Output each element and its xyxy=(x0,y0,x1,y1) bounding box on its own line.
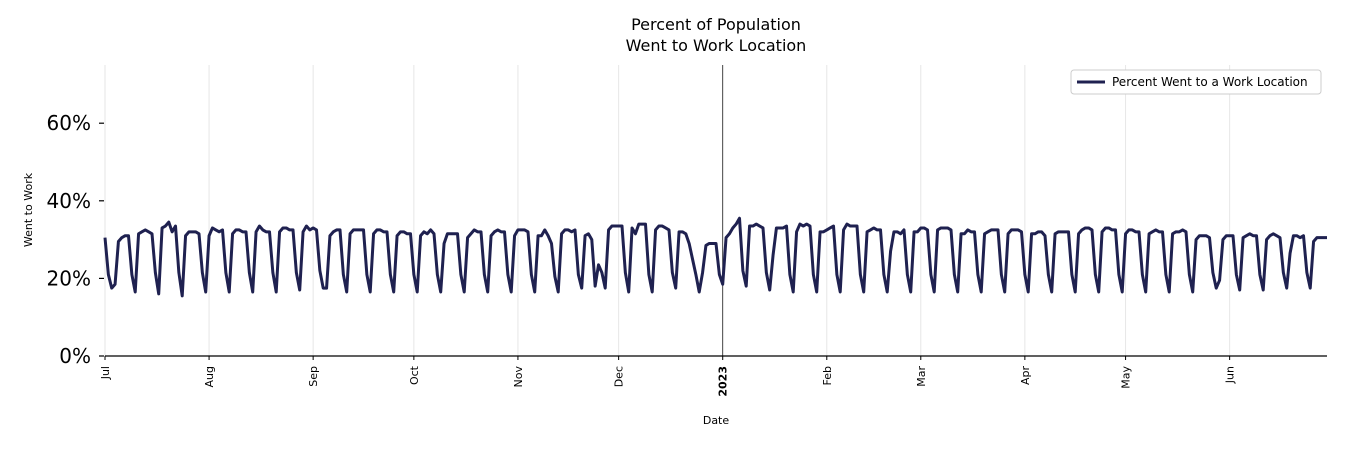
chart-title-line2: Went to Work Location xyxy=(626,36,807,55)
x-tick-label-7: Feb xyxy=(821,366,834,385)
legend: Percent Went to a Work Location xyxy=(1070,69,1322,95)
series-line-percent-went-to-work xyxy=(103,216,1327,298)
x-tick-label-3: Oct xyxy=(408,365,421,385)
x-tick-label-1: Aug xyxy=(203,366,216,387)
x-tick-label-11: Jun xyxy=(1224,366,1237,384)
x-axis-label: Date xyxy=(703,414,730,427)
y-axis-label: Went to Work xyxy=(22,172,35,247)
x-tick-label-2: Sep xyxy=(307,366,320,387)
x-tick-label-4: Nov xyxy=(512,366,525,388)
y-tick-label-0: 0% xyxy=(59,344,91,368)
x-axis-ticks: Jul Aug Sep Oct Nov Dec 2023 Feb Mar Apr May Jun xyxy=(99,356,1237,397)
x-tick-label-0: Jul xyxy=(99,366,112,380)
x-tick-label-9: Apr xyxy=(1019,366,1032,386)
x-tick-label-10: May xyxy=(1120,366,1133,389)
y-axis-ticks: 0% 20% 40% 60% xyxy=(47,111,104,368)
vertical-gridlines xyxy=(104,65,1231,356)
y-tick-label-1: 20% xyxy=(47,266,91,290)
legend-label: Percent Went to a Work Location xyxy=(1112,75,1308,89)
chart-title-line1: Percent of Population xyxy=(631,15,801,34)
legend-box xyxy=(1070,69,1322,95)
y-tick-label-3: 60% xyxy=(47,111,91,135)
x-tick-label-6: 2023 xyxy=(717,366,730,397)
y-tick-label-2: 40% xyxy=(47,189,91,213)
x-tick-label-8: Mar xyxy=(915,366,928,387)
x-tick-label-5: Dec xyxy=(613,366,626,387)
